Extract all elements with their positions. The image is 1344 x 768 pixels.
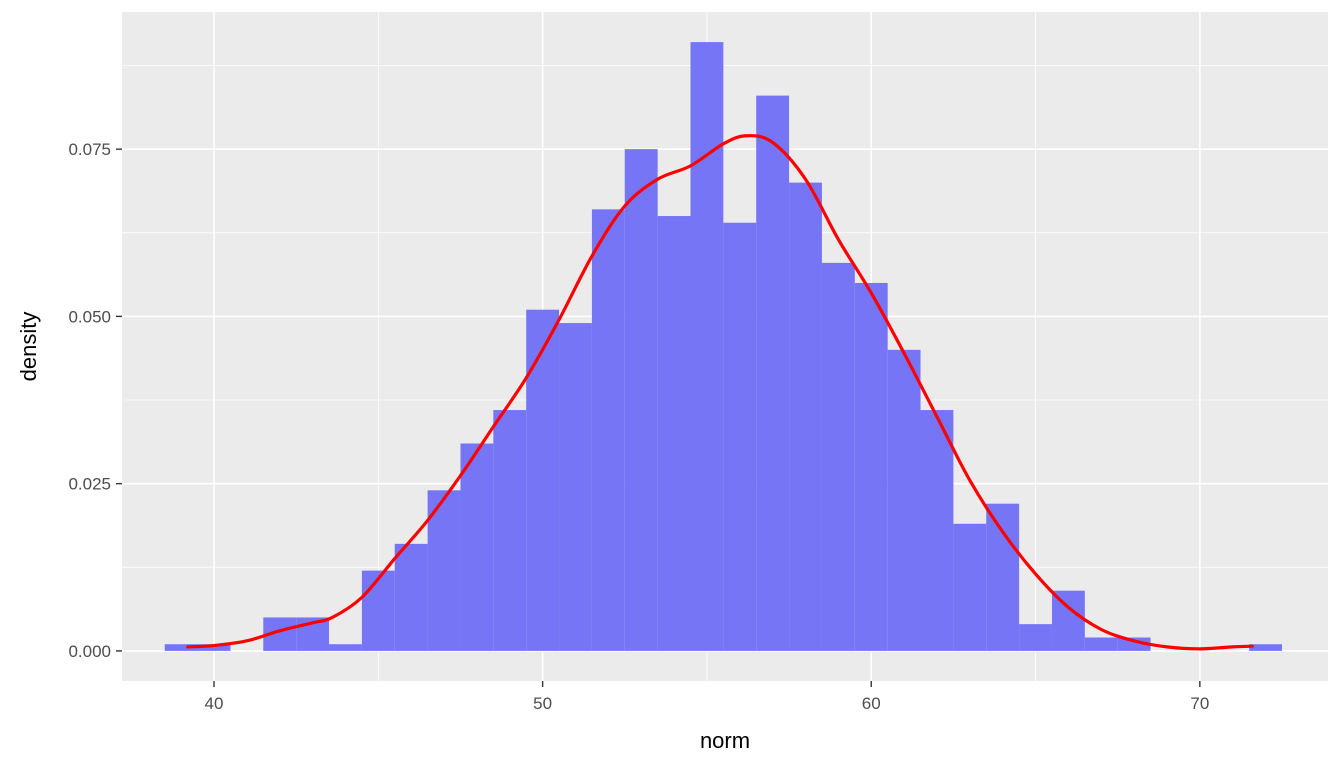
histogram-bar xyxy=(756,95,790,651)
histogram-bar xyxy=(953,523,987,651)
x-tick-label: 70 xyxy=(1190,694,1209,713)
y-axis-title: density xyxy=(16,312,41,382)
histogram-bar xyxy=(986,503,1020,651)
histogram-bar xyxy=(920,410,954,651)
histogram-bar xyxy=(591,209,625,651)
y-tick-label: 0.025 xyxy=(68,475,111,494)
histogram-bar xyxy=(526,309,560,651)
histogram-bar xyxy=(1051,590,1085,651)
x-tick-label: 40 xyxy=(205,694,224,713)
histogram-bar xyxy=(854,282,888,651)
y-tick-label: 0.000 xyxy=(68,642,111,661)
histogram-bar xyxy=(1019,624,1052,651)
histogram-bar xyxy=(197,644,231,651)
x-axis-title: norm xyxy=(700,728,750,753)
histogram-bar xyxy=(164,644,198,651)
histogram-bar xyxy=(559,323,592,651)
histogram-bar xyxy=(789,182,822,651)
histogram-bar xyxy=(657,216,691,651)
histogram-bar xyxy=(493,410,527,651)
y-tick-label: 0.050 xyxy=(68,307,111,326)
histogram-bar xyxy=(1249,644,1282,651)
histogram-bar xyxy=(1084,637,1118,651)
histogram-bar xyxy=(1117,637,1151,651)
x-tick-label: 50 xyxy=(533,694,552,713)
y-tick-label: 0.075 xyxy=(68,140,111,159)
x-axis-ticks: 40 50 60 70 xyxy=(205,681,1209,713)
y-axis-ticks: 0.000 0.025 0.050 0.075 xyxy=(68,140,122,661)
histogram-bar xyxy=(361,570,395,651)
histogram-bar xyxy=(887,349,921,651)
x-tick-label: 60 xyxy=(862,694,881,713)
histogram-bar xyxy=(723,222,757,651)
density-curve xyxy=(186,134,1255,651)
histogram-bar xyxy=(624,149,658,651)
histogram-bar xyxy=(329,644,362,651)
histogram-bar xyxy=(690,42,724,651)
histogram-bar xyxy=(460,443,494,651)
histogram-bar xyxy=(427,490,461,651)
histogram-bar xyxy=(821,262,855,651)
histogram-bar xyxy=(394,543,428,651)
